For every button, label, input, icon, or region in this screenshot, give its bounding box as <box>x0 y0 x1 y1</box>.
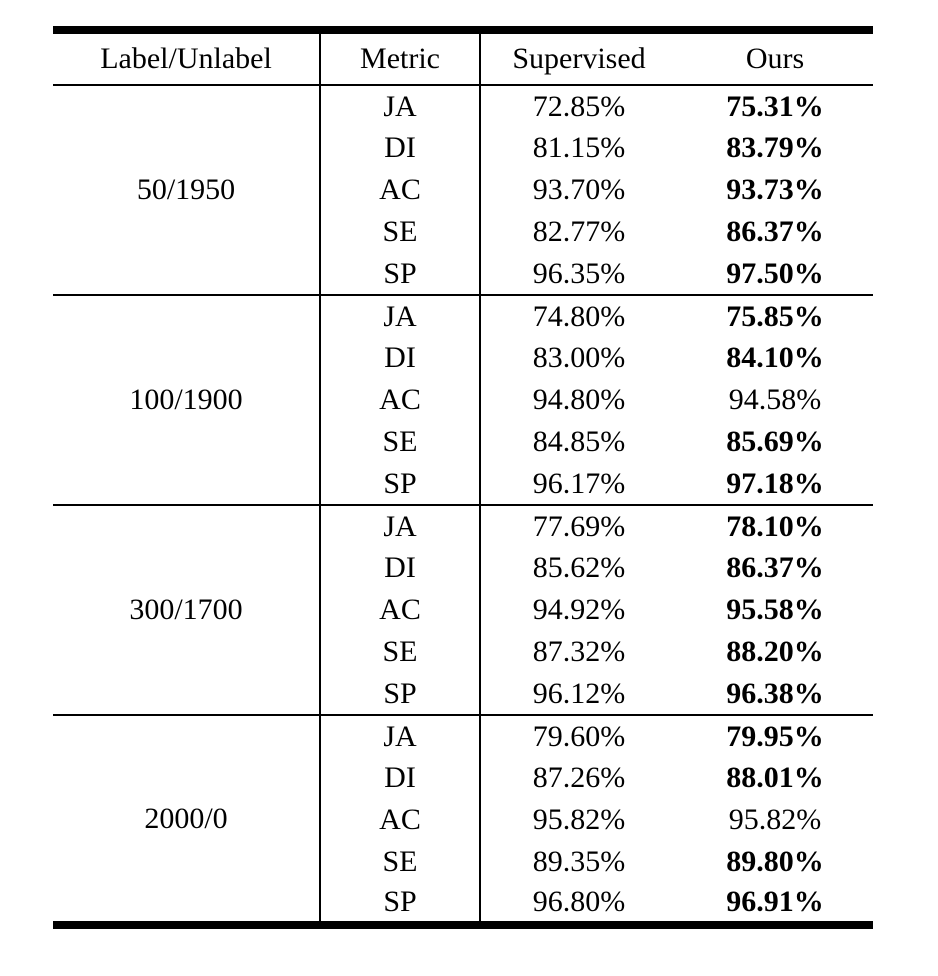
ours-cell: 97.50% <box>726 256 824 290</box>
table-row: 50/1950 JA 72.85% 75.31% <box>53 85 873 295</box>
metric-cell: JA <box>320 504 481 547</box>
metric-cell: AC <box>320 799 481 841</box>
ours-cell: 86.37% <box>726 551 824 584</box>
supervised-cell: 94.92% <box>532 593 626 626</box>
table-row: 300/1700 JA 77.69% 78.10% <box>53 504 873 715</box>
table-row: SP 96.17% 97.18% <box>53 463 873 505</box>
supervised-cell: 87.32% <box>532 635 626 668</box>
metric-cell: SP <box>320 253 481 295</box>
metric-cell: JA <box>320 85 481 127</box>
ours-cell: 78.10% <box>677 504 873 547</box>
metric-cell: JA <box>320 294 481 337</box>
group-label-cell: 300/1700 <box>53 504 321 715</box>
supervised-cell: 93.70% <box>532 173 626 206</box>
table-row: AC 94.92% 95.58% <box>53 589 873 631</box>
supervised-cell: 87.26% <box>532 761 626 794</box>
metric-cell: JA <box>320 714 481 757</box>
table-row: SP 96.80% 96.91% <box>53 883 873 925</box>
metric-cell: SE <box>320 421 481 463</box>
supervised-cell: 96.35% <box>532 256 626 290</box>
metric-cell: AC <box>320 379 481 421</box>
metric-cell: AC <box>320 589 481 631</box>
supervised-cell: 94.80% <box>532 383 626 416</box>
supervised-cell: 82.77% <box>532 215 626 248</box>
ours-cell: 88.20% <box>726 635 824 668</box>
metric-cell: SP <box>320 673 481 715</box>
supervised-cell: 96.17% <box>532 466 626 500</box>
supervised-cell: 85.62% <box>532 551 626 584</box>
table-row: 2000/0 JA 79.60% 79.95% <box>53 714 873 925</box>
ours-cell: 85.69% <box>726 425 824 458</box>
ours-cell: 94.58% <box>728 383 822 416</box>
table-row: AC 94.80% 94.58% <box>53 379 873 421</box>
metric-cell: SE <box>320 841 481 883</box>
ours-cell: 75.85% <box>677 294 873 337</box>
table-row: SP 96.12% 96.38% <box>53 673 873 715</box>
supervised-cell: 96.12% <box>532 676 626 710</box>
supervised-cell: 89.35% <box>532 845 626 878</box>
col-header-label-unlabel: Label/Unlabel <box>53 30 321 86</box>
supervised-cell: 95.82% <box>532 803 626 836</box>
supervised-cell: 81.15% <box>532 131 626 164</box>
metric-cell: DI <box>320 757 481 799</box>
ours-cell: 97.18% <box>726 466 824 500</box>
table-row: SE 82.77% 86.37% <box>53 211 873 253</box>
table-row: SP 96.35% 97.50% <box>53 253 873 295</box>
ours-cell: 88.01% <box>726 761 824 794</box>
metric-cell: DI <box>320 337 481 379</box>
metric-cell: AC <box>320 169 481 211</box>
supervised-cell: 74.80% <box>480 294 677 337</box>
ours-cell: 96.38% <box>726 676 824 710</box>
table-row: AC 93.70% 93.73% <box>53 169 873 211</box>
group-label-cell: 2000/0 <box>53 714 321 925</box>
results-table-container: Label/Unlabel Metric Supervised Ours 50/… <box>53 26 873 929</box>
supervised-cell: 79.60% <box>480 714 677 757</box>
ours-cell: 75.31% <box>726 89 824 123</box>
supervised-cell: 83.00% <box>532 341 626 374</box>
supervised-cell: 77.69% <box>480 504 677 547</box>
table-row: SE 84.85% 85.69% <box>53 421 873 463</box>
table-row: SE 89.35% 89.80% <box>53 841 873 883</box>
ours-cell: 83.79% <box>726 131 824 164</box>
group-label-cell: 50/1950 <box>53 85 321 295</box>
metric-cell: SP <box>320 883 481 925</box>
group-label-cell: 100/1900 <box>53 294 321 505</box>
metric-cell: DI <box>320 127 481 169</box>
header-row: Label/Unlabel Metric Supervised Ours <box>53 30 873 86</box>
table-row: DI 81.15% 83.79% <box>53 127 873 169</box>
metric-cell: DI <box>320 547 481 589</box>
supervised-cell: 72.85% <box>532 89 626 123</box>
metric-cell: SE <box>320 631 481 673</box>
ours-cell: 95.58% <box>726 593 824 626</box>
supervised-cell: 84.85% <box>532 425 626 458</box>
supervised-cell: 96.80% <box>532 885 626 918</box>
ours-cell: 79.95% <box>677 714 873 757</box>
ours-cell: 89.80% <box>726 845 824 878</box>
table-row: DI 85.62% 86.37% <box>53 547 873 589</box>
table-row: DI 87.26% 88.01% <box>53 757 873 799</box>
col-header-metric: Metric <box>320 30 481 86</box>
ours-cell: 84.10% <box>726 341 824 374</box>
table-row: 100/1900 JA 74.80% 75.85% <box>53 294 873 505</box>
table-row: SE 87.32% 88.20% <box>53 631 873 673</box>
metric-cell: SP <box>320 463 481 505</box>
table-row: AC 95.82% 95.82% <box>53 799 873 841</box>
ours-cell: 86.37% <box>726 215 824 248</box>
ours-cell: 93.73% <box>726 173 824 206</box>
metric-cell: SE <box>320 211 481 253</box>
ours-cell: 96.91% <box>726 885 824 918</box>
results-table: Label/Unlabel Metric Supervised Ours 50/… <box>53 26 873 929</box>
table-row: DI 83.00% 84.10% <box>53 337 873 379</box>
col-header-supervised: Supervised <box>480 30 677 86</box>
col-header-ours: Ours <box>677 30 873 86</box>
ours-cell: 95.82% <box>728 803 822 836</box>
